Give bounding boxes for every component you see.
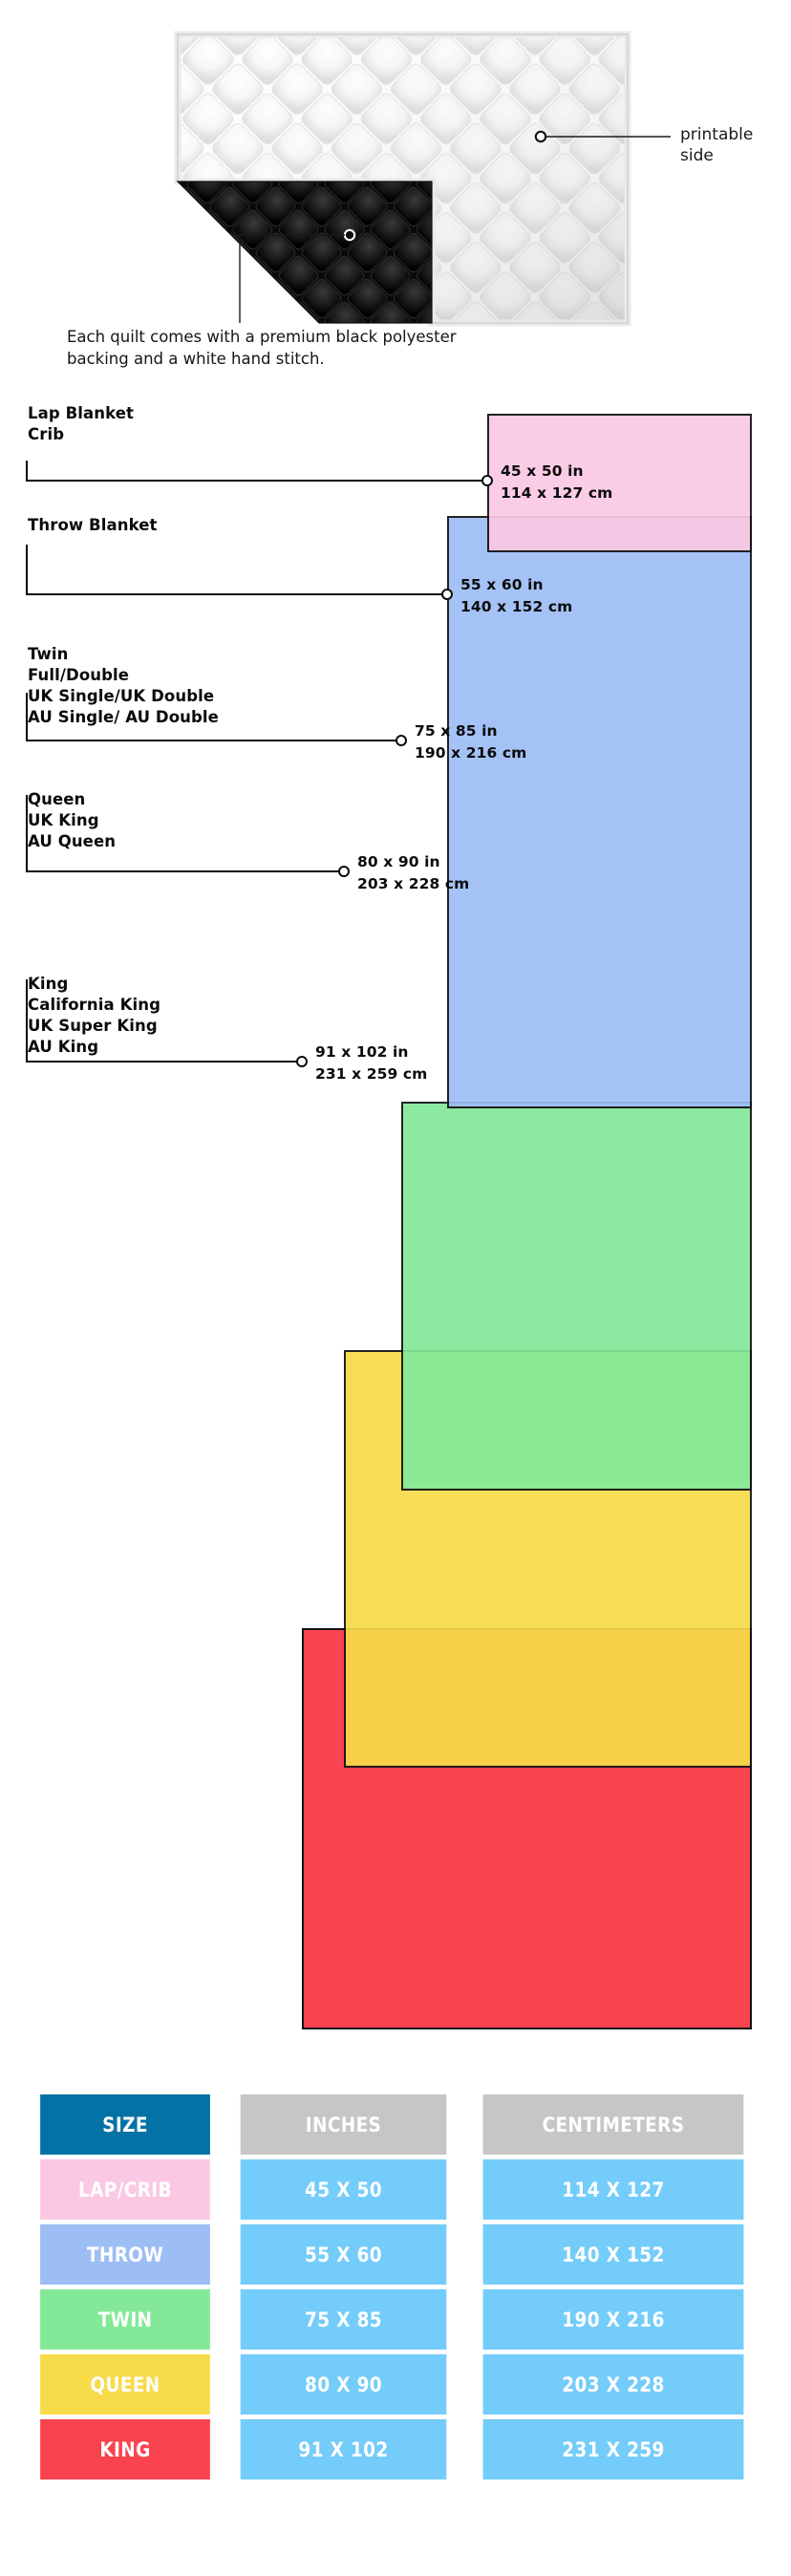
size-dims-twin-inches: 75 x 85 in xyxy=(415,722,498,740)
size-names-king: King California King UK Super King AU Ki… xyxy=(28,975,160,1057)
table-cell-size-throw: THROW xyxy=(40,2224,210,2285)
table-cell-inches-throw: 55 X 60 xyxy=(240,2224,447,2285)
size-dims-twin-cm: 190 x 216 cm xyxy=(415,744,527,762)
size-names-queen: Queen UK King AU Queen xyxy=(28,790,117,851)
size-dims-throw-cm: 140 x 152 cm xyxy=(460,598,573,615)
table-cell-inches-queen: 80 X 90 xyxy=(240,2354,447,2415)
table-cell-size-queen: QUEEN xyxy=(40,2354,210,2415)
table-cell-size-lap-crib: LAP/CRIB xyxy=(40,2159,210,2220)
table-row: TWIN 75 X 85 190 X 216 xyxy=(29,2289,761,2350)
printable-side-label: printable side xyxy=(680,125,754,166)
size-dims-queen-cm: 203 x 228 cm xyxy=(357,875,470,892)
quilt-illustration xyxy=(174,31,671,327)
size-dims-lap-crib-cm: 114 x 127 cm xyxy=(501,484,613,502)
size-dims-king-cm: 231 x 259 cm xyxy=(315,1065,428,1083)
size-dims-throw-inches: 55 x 60 in xyxy=(460,576,544,593)
size-table: SIZE INCHES CENTIMETERS LAP/CRIB 45 X 50… xyxy=(29,2094,761,2484)
size-names-twin: Twin Full/Double UK Single/UK Double AU … xyxy=(28,645,219,727)
table-row: THROW 55 X 60 140 X 152 xyxy=(29,2224,761,2285)
table-cell-cm-king: 231 X 259 xyxy=(482,2419,744,2479)
size-table-section: SIZE INCHES CENTIMETERS LAP/CRIB 45 X 50… xyxy=(0,2083,791,2479)
table-cell-size-king: KING xyxy=(40,2419,210,2479)
table-header-row: SIZE INCHES CENTIMETERS xyxy=(29,2094,761,2155)
table-header-inches: INCHES xyxy=(240,2094,447,2155)
table-cell-cm-queen: 203 X 228 xyxy=(482,2354,744,2415)
printable-side-leader xyxy=(534,130,671,143)
table-cell-cm-twin: 190 X 216 xyxy=(482,2289,744,2350)
size-rect-twin xyxy=(401,1102,752,1491)
size-comparison-diagram: Lap Blanket Crib Throw Blanket Twin Full… xyxy=(0,401,791,2054)
size-names-lap-crib: Lap Blanket Crib xyxy=(28,404,135,444)
table-row: LAP/CRIB 45 X 50 114 X 127 xyxy=(29,2159,761,2220)
size-dims-queen-inches: 80 x 90 in xyxy=(357,853,440,870)
size-names-throw: Throw Blanket xyxy=(28,516,158,534)
size-dims-lap-crib-inches: 45 x 50 in xyxy=(501,462,584,480)
table-cell-size-twin: TWIN xyxy=(40,2289,210,2350)
table-header-centimeters: CENTIMETERS xyxy=(482,2094,744,2155)
table-cell-cm-lap-crib: 114 X 127 xyxy=(482,2159,744,2220)
size-rect-throw xyxy=(447,516,752,1108)
table-header-size: SIZE xyxy=(40,2094,210,2155)
table-cell-cm-throw: 140 X 152 xyxy=(482,2224,744,2285)
product-photo-section: printable side Each quilt comes with a p… xyxy=(0,0,791,401)
table-cell-inches-lap-crib: 45 X 50 xyxy=(240,2159,447,2220)
backing-leader xyxy=(239,228,356,323)
table-row: QUEEN 80 X 90 203 X 228 xyxy=(29,2354,761,2415)
table-cell-inches-king: 91 X 102 xyxy=(240,2419,447,2479)
quilt-black-backing xyxy=(176,181,433,324)
table-row: KING 91 X 102 231 X 259 xyxy=(29,2419,761,2479)
product-caption: Each quilt comes with a premium black po… xyxy=(67,328,457,368)
table-cell-inches-twin: 75 X 85 xyxy=(240,2289,447,2350)
size-dims-king-inches: 91 x 102 in xyxy=(315,1043,409,1061)
